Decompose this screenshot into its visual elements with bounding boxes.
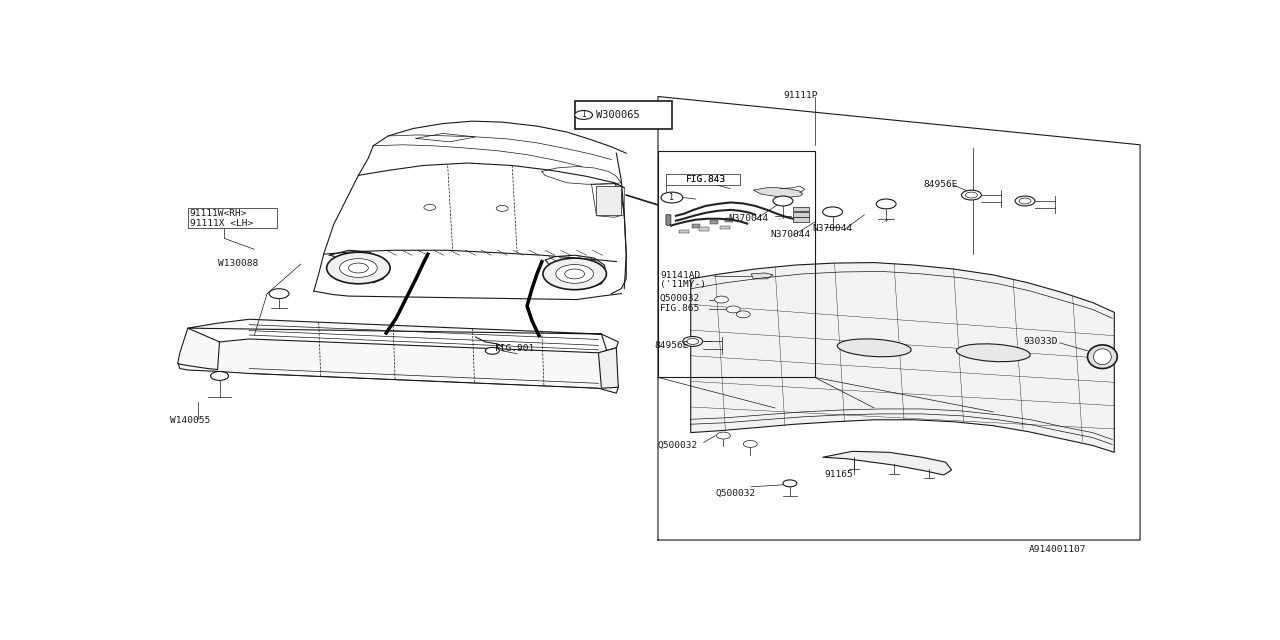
Polygon shape xyxy=(178,319,618,393)
Text: 1: 1 xyxy=(669,193,675,202)
Text: ('11MY-): ('11MY-) xyxy=(660,280,707,289)
Bar xyxy=(596,186,621,215)
Text: N370044: N370044 xyxy=(728,214,769,223)
Polygon shape xyxy=(726,218,733,221)
Text: N370044: N370044 xyxy=(771,230,810,239)
Text: W140055: W140055 xyxy=(170,416,210,425)
Text: FIG.843: FIG.843 xyxy=(686,175,726,184)
Polygon shape xyxy=(699,227,709,230)
Text: 84956E: 84956E xyxy=(924,180,959,189)
Text: Q500032: Q500032 xyxy=(658,441,698,450)
Polygon shape xyxy=(721,226,731,229)
Circle shape xyxy=(485,348,499,355)
Circle shape xyxy=(823,207,842,217)
Polygon shape xyxy=(691,262,1115,452)
Circle shape xyxy=(714,296,728,303)
Circle shape xyxy=(575,111,593,120)
Circle shape xyxy=(269,289,289,298)
Text: A914001107: A914001107 xyxy=(1029,545,1087,554)
Circle shape xyxy=(1019,198,1030,204)
Text: FIG.865: FIG.865 xyxy=(660,304,700,313)
Circle shape xyxy=(326,252,390,284)
Text: Q500032: Q500032 xyxy=(660,294,700,303)
Ellipse shape xyxy=(837,339,911,356)
Bar xyxy=(666,174,740,185)
Polygon shape xyxy=(751,273,773,279)
Polygon shape xyxy=(709,220,718,223)
Circle shape xyxy=(682,337,703,346)
Circle shape xyxy=(660,192,682,203)
Circle shape xyxy=(965,192,978,198)
Bar xyxy=(792,217,809,222)
Text: W300065: W300065 xyxy=(596,110,640,120)
Circle shape xyxy=(1015,196,1036,206)
Circle shape xyxy=(211,371,228,380)
Text: 91111W<RH>: 91111W<RH> xyxy=(189,209,247,218)
Text: N370044: N370044 xyxy=(813,224,852,233)
Text: 91111P: 91111P xyxy=(783,91,818,100)
Bar xyxy=(792,207,809,211)
Circle shape xyxy=(339,259,378,277)
Circle shape xyxy=(556,264,594,284)
Circle shape xyxy=(687,339,699,344)
Polygon shape xyxy=(666,215,671,226)
Polygon shape xyxy=(691,223,700,228)
Text: 93033D: 93033D xyxy=(1023,337,1057,346)
Bar xyxy=(792,212,809,217)
Circle shape xyxy=(424,204,435,211)
Text: 91141AD: 91141AD xyxy=(660,271,700,280)
Polygon shape xyxy=(329,250,387,283)
Text: Q500032: Q500032 xyxy=(716,489,755,498)
Polygon shape xyxy=(753,188,803,198)
Circle shape xyxy=(744,440,758,447)
Circle shape xyxy=(564,269,585,279)
Ellipse shape xyxy=(1093,349,1111,365)
Circle shape xyxy=(961,190,982,200)
Polygon shape xyxy=(823,451,951,475)
Bar xyxy=(575,101,672,129)
Circle shape xyxy=(727,306,740,313)
Text: 84956E: 84956E xyxy=(654,341,689,350)
Text: 91165: 91165 xyxy=(824,470,854,479)
Circle shape xyxy=(773,196,792,206)
Text: FIG.901: FIG.901 xyxy=(495,344,535,353)
Ellipse shape xyxy=(956,344,1030,362)
Circle shape xyxy=(736,311,750,318)
Circle shape xyxy=(543,258,607,290)
Polygon shape xyxy=(545,255,607,288)
Text: 1: 1 xyxy=(581,111,586,120)
Polygon shape xyxy=(599,348,618,388)
Text: 91111X <LH>: 91111X <LH> xyxy=(189,219,253,228)
Polygon shape xyxy=(678,230,689,233)
Circle shape xyxy=(783,480,797,487)
Text: FIG.843: FIG.843 xyxy=(686,175,726,184)
Circle shape xyxy=(497,205,508,211)
Bar xyxy=(188,209,276,228)
Text: W130088: W130088 xyxy=(218,259,257,268)
Ellipse shape xyxy=(1088,345,1117,369)
Circle shape xyxy=(348,263,369,273)
Circle shape xyxy=(877,199,896,209)
Circle shape xyxy=(717,432,731,439)
